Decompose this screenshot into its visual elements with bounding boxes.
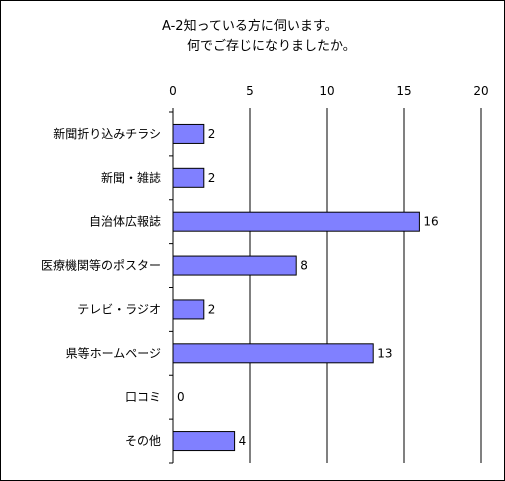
x-tick-label-10: 10 [319, 84, 334, 98]
value-label-0: 2 [208, 127, 216, 141]
x-tick-label-5: 5 [246, 84, 254, 98]
value-label-5: 13 [377, 346, 392, 360]
category-label-6: 口コミ [125, 390, 161, 404]
chart-title-line-2: 何でご存じになりましたか。 [187, 39, 356, 54]
value-label-6: 0 [177, 390, 185, 404]
category-label-7: その他 [125, 434, 161, 448]
value-label-2: 16 [423, 215, 438, 229]
x-tick-label-0: 0 [169, 84, 177, 98]
category-labels: 新聞折り込みチラシ新聞・雑誌自治体広報誌医療機関等のポスターテレビ・ラジオ県等ホ… [41, 126, 161, 448]
category-label-5: 県等ホームページ [66, 346, 161, 360]
value-labels: 2 2 16 8 2 13 0 4 [177, 127, 439, 448]
bar-1 [172, 167, 205, 188]
category-label-0: 新聞折り込みチラシ [53, 126, 161, 141]
chart-title-line-1: A-2知っている方に伺います。 [162, 19, 338, 34]
bar-7 [172, 431, 236, 452]
x-tick-label-20: 20 [473, 84, 488, 98]
bars [172, 123, 420, 452]
category-label-2: 自治体広報誌 [89, 214, 161, 229]
bar-2 [172, 211, 420, 232]
category-label-3: 医療機関等のポスター [41, 258, 161, 273]
bar-3 [172, 255, 297, 276]
grid-lines [249, 112, 482, 463]
x-tick-labels: 0 5 10 15 20 [169, 84, 488, 98]
bar-5 [172, 343, 374, 364]
value-label-3: 8 [300, 259, 308, 273]
value-label-7: 4 [239, 434, 247, 448]
bar-0 [172, 123, 205, 144]
value-label-4: 2 [208, 302, 216, 316]
category-label-1: 新聞・雑誌 [101, 170, 161, 185]
value-label-1: 2 [208, 171, 216, 185]
axes [169, 108, 482, 464]
x-tick-label-15: 15 [396, 84, 411, 98]
category-label-4: テレビ・ラジオ [77, 302, 161, 316]
bar-4 [172, 299, 205, 320]
